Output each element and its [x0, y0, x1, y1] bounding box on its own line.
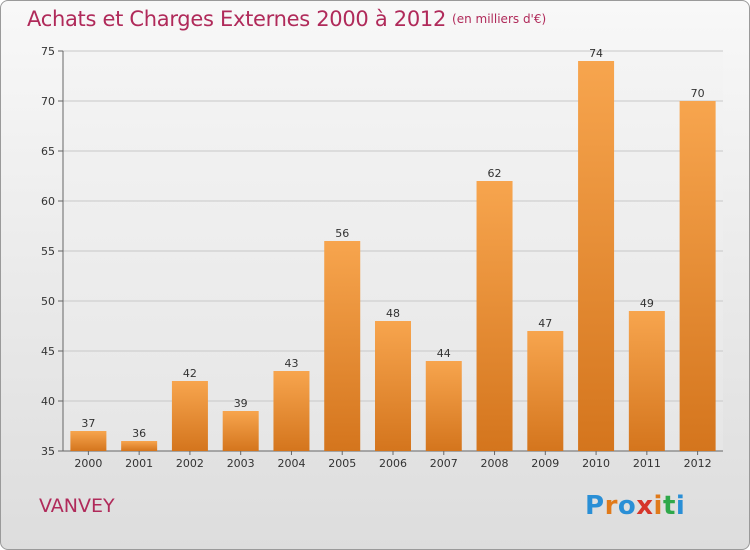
bar [375, 321, 411, 451]
bar [171, 381, 208, 451]
bar [628, 311, 665, 451]
bar [425, 361, 462, 451]
y-tick-label: 55 [41, 245, 55, 258]
data-label: 48 [386, 307, 400, 320]
chart-subtitle: (en milliers d'€) [452, 12, 547, 26]
data-label: 43 [284, 357, 298, 370]
data-label: 37 [81, 417, 95, 430]
y-tick-label: 35 [41, 445, 55, 458]
chart-title-text: Achats et Charges Externes 2000 à 2012 [27, 7, 447, 31]
x-tick-label: 2006 [379, 457, 407, 470]
x-tick-label: 2010 [582, 457, 610, 470]
data-label: 39 [234, 397, 248, 410]
chart-title: Achats et Charges Externes 2000 à 2012 (e… [27, 7, 546, 31]
x-tick-label: 2012 [684, 457, 712, 470]
x-tick-label: 2005 [328, 457, 356, 470]
town-name: VANVEY [39, 495, 115, 517]
x-tick-label: 2008 [481, 457, 509, 470]
bar [527, 331, 564, 451]
x-tick-label: 2004 [277, 457, 305, 470]
data-label: 49 [640, 297, 654, 310]
y-tick-label: 60 [41, 195, 55, 208]
logo-letter: r [604, 491, 618, 521]
data-label: 44 [437, 347, 451, 360]
y-tick-label: 75 [41, 45, 55, 58]
logo-letter: x [636, 491, 654, 521]
data-label: 42 [183, 367, 197, 380]
x-tick-label: 2000 [74, 457, 102, 470]
data-label: 62 [488, 167, 502, 180]
y-tick-label: 50 [41, 295, 55, 308]
bar [70, 431, 107, 451]
y-tick-label: 65 [41, 145, 55, 158]
data-label: 47 [538, 317, 552, 330]
x-tick-label: 2003 [227, 457, 255, 470]
proxiti-logo[interactable]: Proxiti [585, 491, 685, 521]
x-tick-label: 2007 [430, 457, 458, 470]
bar [222, 411, 259, 451]
logo-letter: i [675, 491, 686, 521]
logo-letter: t [662, 491, 676, 521]
bar [476, 181, 513, 451]
logo-letter: P [585, 491, 605, 521]
bar [578, 61, 615, 451]
bar [273, 371, 310, 451]
data-label: 74 [589, 47, 603, 60]
x-tick-label: 2011 [633, 457, 661, 470]
logo-letter: i [653, 491, 663, 521]
x-tick-label: 2002 [176, 457, 204, 470]
logo-letter: o [617, 491, 637, 521]
y-tick-label: 45 [41, 345, 55, 358]
bar [679, 101, 716, 451]
bar [121, 441, 158, 451]
data-label: 36 [132, 427, 146, 440]
y-tick-label: 40 [41, 395, 55, 408]
x-tick-label: 2001 [125, 457, 153, 470]
data-label: 70 [691, 87, 705, 100]
bar [324, 241, 361, 451]
x-tick-label: 2009 [531, 457, 559, 470]
y-tick-label: 70 [41, 95, 55, 108]
data-label: 56 [335, 227, 349, 240]
